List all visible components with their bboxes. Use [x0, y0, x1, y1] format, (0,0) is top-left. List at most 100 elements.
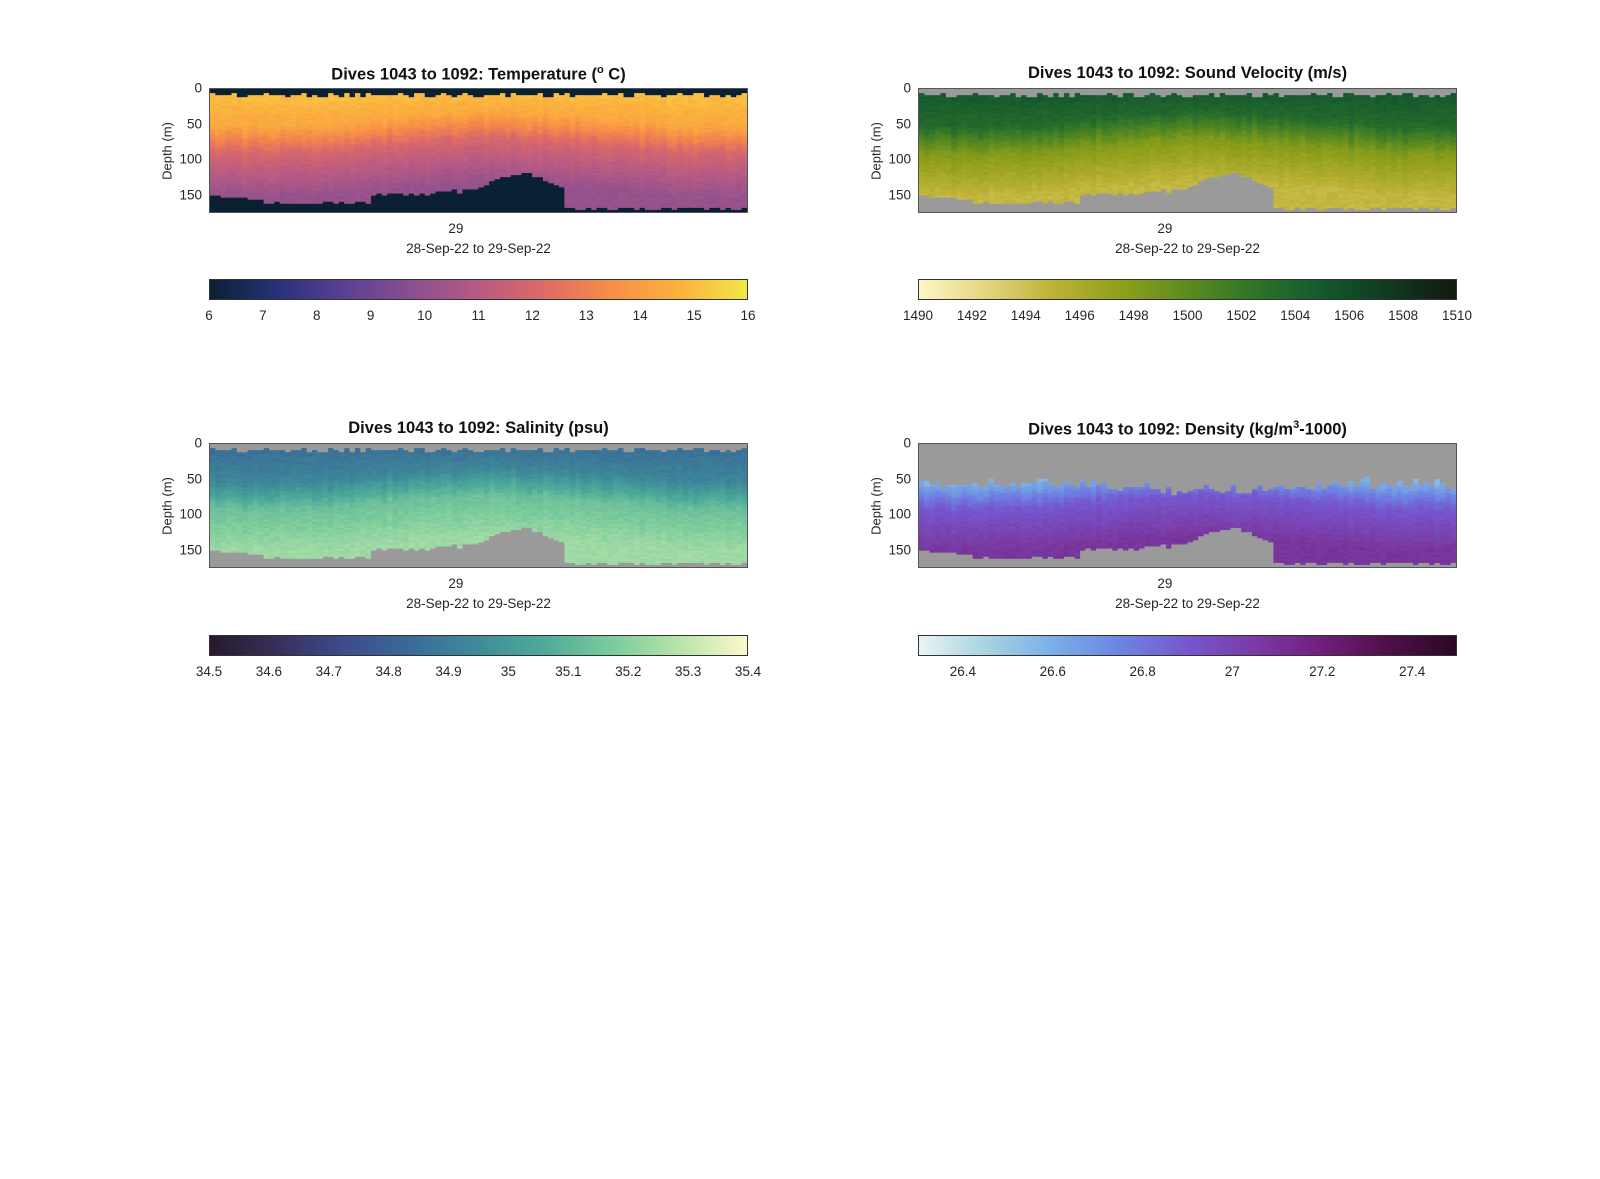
- heatmap-cell: [381, 123, 388, 127]
- heatmap-cell: [376, 140, 383, 143]
- heatmap-cell: [585, 209, 592, 212]
- heatmap-cell: [231, 162, 238, 166]
- heatmap-cell: [252, 95, 259, 98]
- heatmap-cell: [231, 201, 238, 205]
- heatmap-cell: [623, 127, 630, 131]
- heatmap-cell: [408, 171, 415, 174]
- heatmap-cell: [494, 185, 501, 188]
- heatmap-cell: [473, 146, 480, 150]
- heatmap-cell: [483, 160, 490, 164]
- heatmap-cell: [602, 115, 608, 119]
- heatmap-cell: [301, 125, 308, 129]
- heatmap-cell: [499, 164, 506, 168]
- heatmap-cell: [274, 103, 281, 106]
- heatmap-cell: [349, 103, 356, 106]
- heatmap-cell: [301, 207, 308, 211]
- heatmap-cell: [451, 125, 458, 129]
- heatmap-cell: [403, 207, 410, 211]
- heatmap-cell: [231, 154, 238, 158]
- heatmap-cell: [263, 115, 270, 119]
- heatmap-cell: [274, 177, 281, 180]
- heatmap-cell: [639, 156, 646, 160]
- heatmap-cell: [494, 140, 501, 143]
- heatmap-cell: [226, 187, 233, 191]
- heatmap-cell: [354, 121, 361, 125]
- heatmap-cell: [236, 181, 243, 184]
- heatmap-cell: [328, 130, 335, 133]
- heatmap-cell: [451, 160, 458, 164]
- heatmap-cell: [317, 93, 324, 96]
- heatmap-cell: [537, 175, 544, 178]
- heatmap-cell: [569, 185, 576, 188]
- heatmap-cell: [505, 201, 512, 205]
- heatmap-cell: [510, 144, 517, 147]
- heatmap-cell: [467, 130, 474, 133]
- heatmap-cell: [306, 107, 313, 111]
- heatmap-cell: [333, 113, 340, 117]
- heatmap-cell: [301, 97, 308, 100]
- heatmap-cell: [451, 107, 458, 111]
- heatmap-cell: [210, 123, 216, 127]
- heatmap-cell: [607, 113, 614, 117]
- heatmap-cell: [585, 91, 592, 94]
- heatmap-cell: [295, 91, 302, 94]
- heatmap-cell: [414, 183, 421, 186]
- heatmap-cell: [403, 179, 410, 182]
- heatmap-cell: [580, 185, 587, 188]
- heatmap-cell: [279, 162, 286, 166]
- heatmap-cell: [387, 125, 394, 129]
- heatmap-cell: [499, 177, 506, 180]
- heatmap-cell: [591, 134, 598, 137]
- heatmap-cell: [499, 130, 506, 133]
- heatmap-cell: [446, 201, 453, 205]
- heatmap-cell: [564, 158, 571, 162]
- heatmap-cell: [424, 171, 431, 174]
- heatmap-cell: [542, 189, 549, 193]
- heatmap-cell: [376, 125, 383, 129]
- heatmap-cell: [553, 150, 560, 154]
- heatmap-cell: [371, 150, 378, 154]
- heatmap-cell: [499, 121, 506, 125]
- heatmap-cell: [580, 189, 587, 193]
- heatmap-cell: [247, 132, 254, 135]
- heatmap-cell: [532, 187, 539, 191]
- heatmap-cell: [371, 134, 378, 137]
- heatmap-cell: [263, 95, 270, 98]
- heatmap-cell: [328, 148, 335, 152]
- heatmap-cell: [553, 142, 560, 145]
- heatmap-cell: [354, 179, 361, 182]
- heatmap-cell: [580, 134, 587, 137]
- heatmap-cell: [462, 119, 469, 123]
- heatmap-cell: [344, 183, 351, 186]
- heatmap-cell: [537, 117, 544, 121]
- heatmap-cell: [226, 173, 233, 176]
- heatmap-cell: [290, 127, 297, 131]
- heatmap-cell: [473, 89, 480, 92]
- heatmap-cell: [457, 140, 463, 143]
- heatmap-cell: [628, 173, 635, 176]
- heatmap-cell: [376, 168, 383, 172]
- heatmap-cell: [532, 140, 539, 143]
- heatmap-cell: [612, 101, 619, 104]
- heatmap-cell: [494, 117, 501, 121]
- heatmap-cell: [564, 148, 571, 152]
- heatmap-cell: [634, 99, 641, 102]
- heatmap-cell: [210, 97, 216, 100]
- heatmap-cell: [242, 203, 249, 207]
- heatmap-cell: [532, 127, 539, 131]
- heatmap-cell: [569, 123, 576, 127]
- heatmap-cell: [462, 209, 469, 212]
- heatmap-cell: [575, 158, 582, 162]
- heatmap-cell: [306, 132, 313, 135]
- heatmap-cell: [328, 109, 335, 113]
- heatmap-cell: [269, 99, 276, 102]
- heatmap-cell: [290, 130, 297, 133]
- heatmap-cell: [559, 199, 566, 203]
- heatmap-cell: [290, 154, 297, 158]
- heatmap-cell: [274, 162, 281, 166]
- heatmap-cell: [349, 119, 356, 123]
- heatmap-cell: [242, 154, 249, 158]
- heatmap-cell: [269, 187, 276, 191]
- heatmap-cell: [569, 146, 576, 150]
- heatmap-cell: [639, 197, 646, 201]
